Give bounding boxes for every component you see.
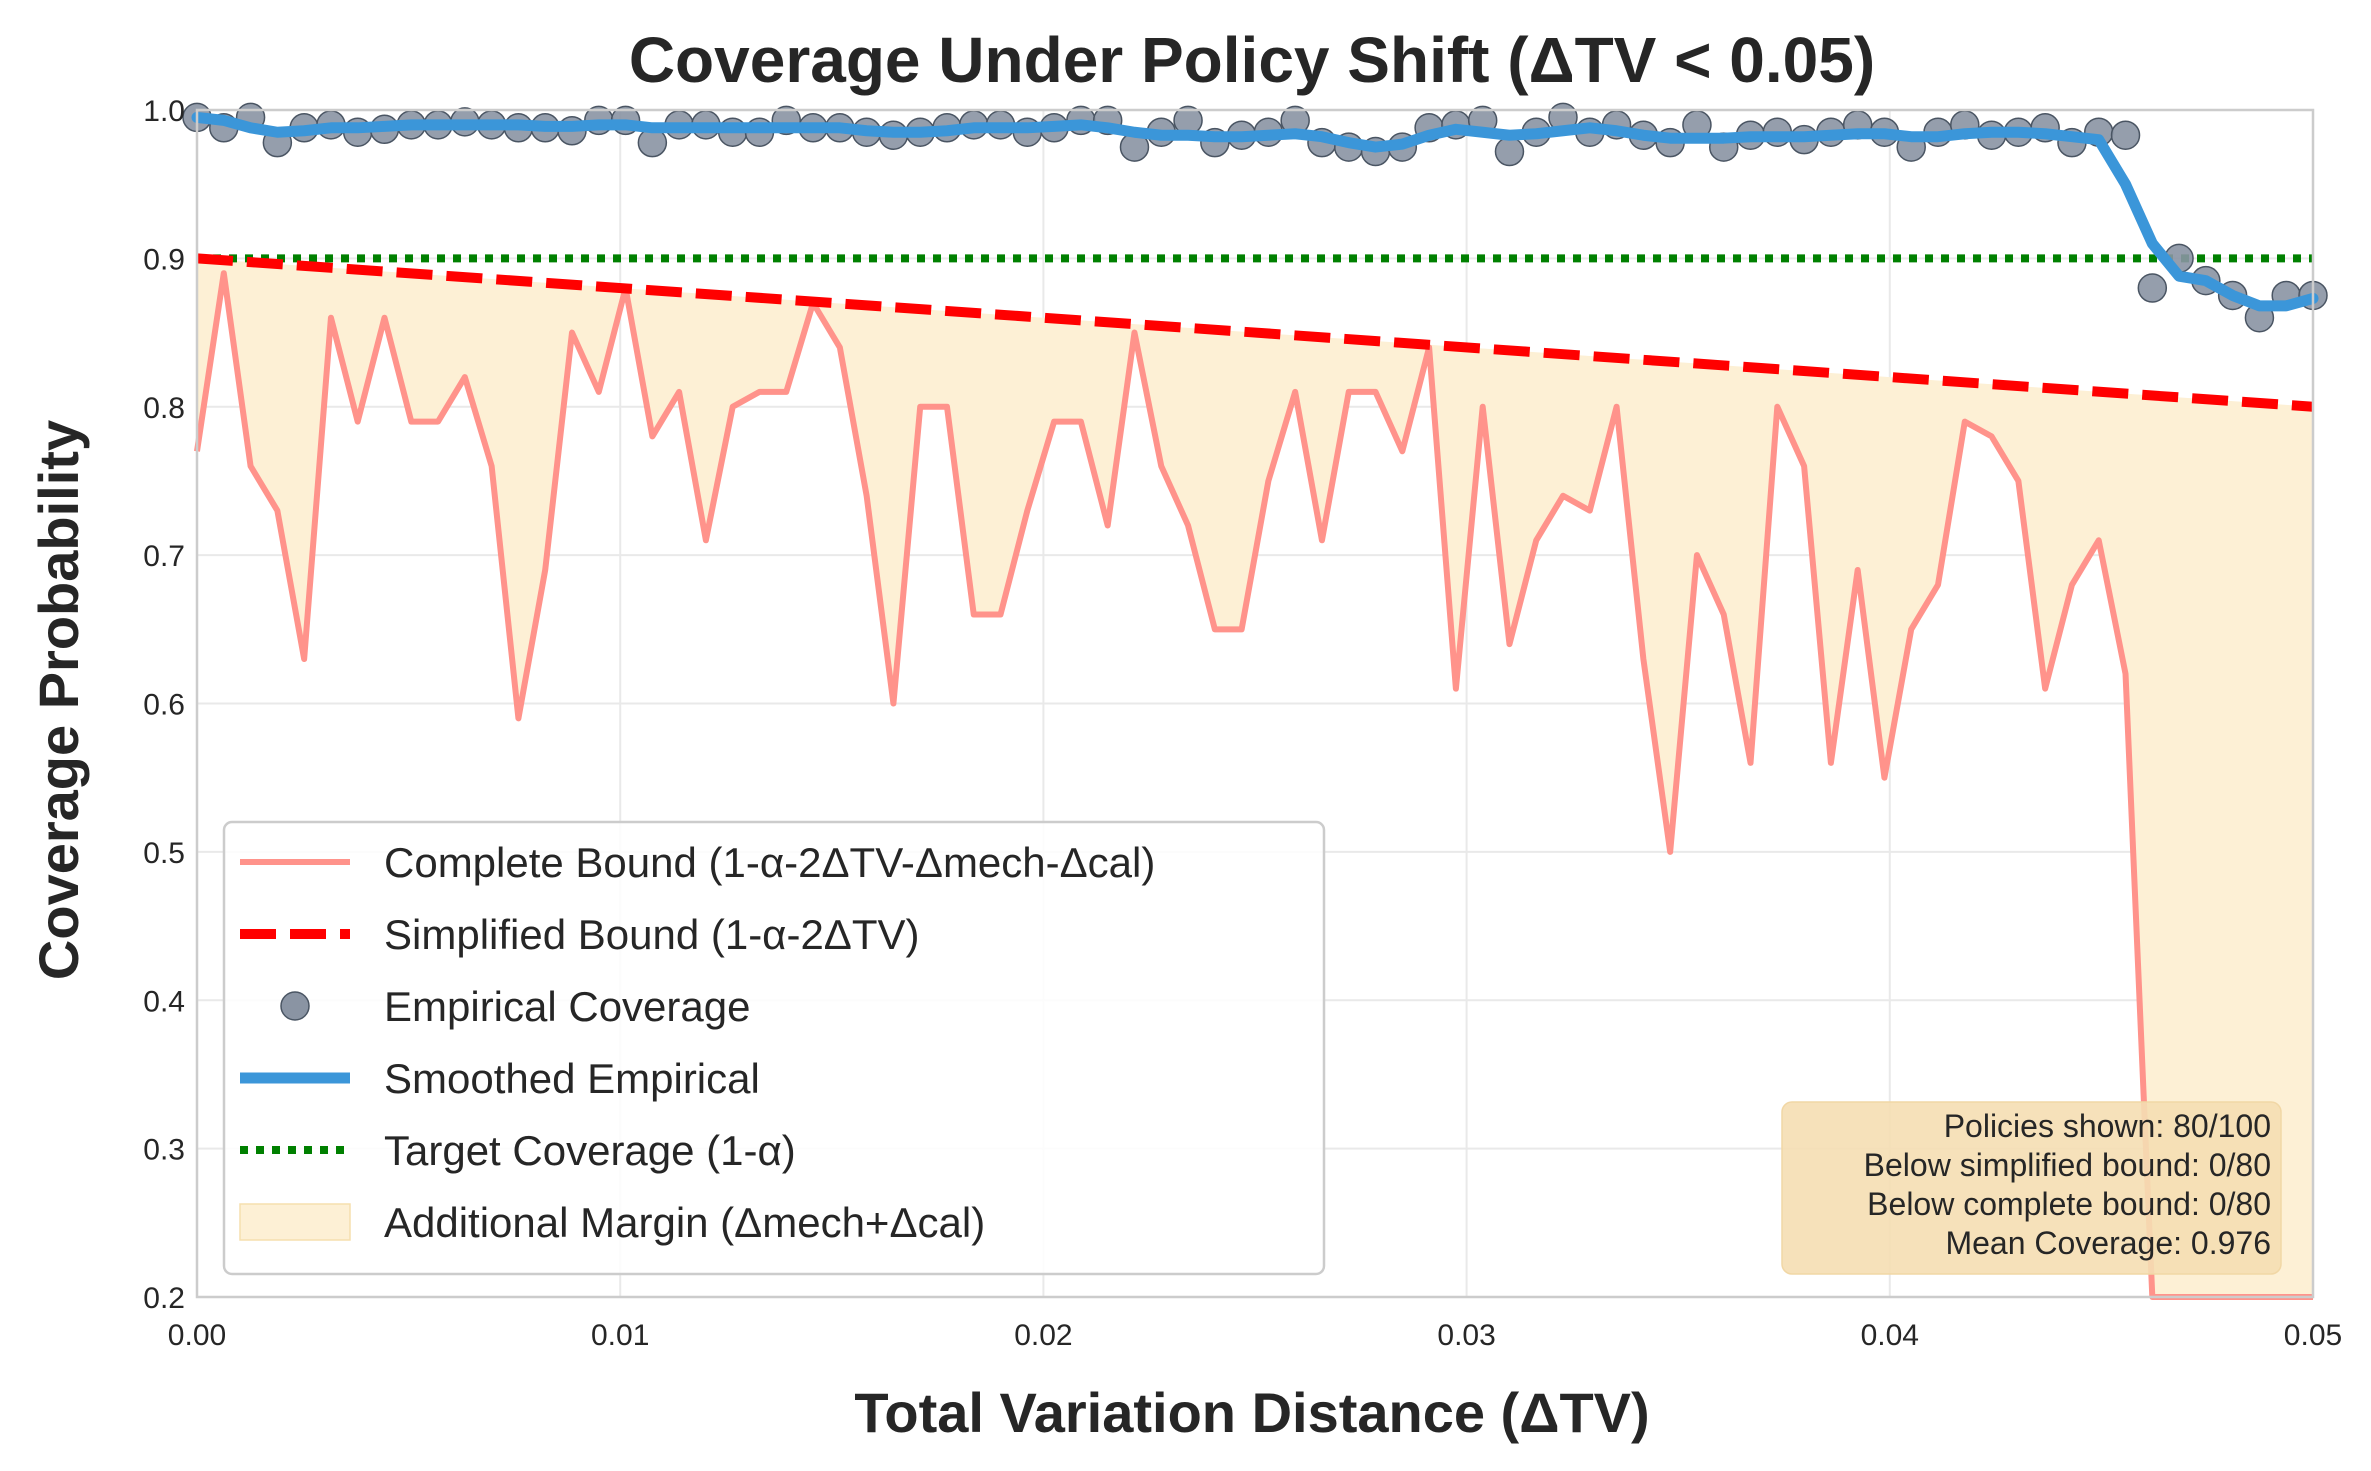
y-tick-label: 0.5: [143, 837, 185, 870]
empirical-point: [2137, 273, 2168, 303]
legend-key-empirical-coverage: [280, 991, 310, 1021]
empirical-point: [2110, 120, 2141, 150]
stats-box: [1781, 1101, 2282, 1275]
y-tick-label: 0.7: [143, 540, 185, 573]
simplified-bound-line: [196, 253, 2314, 412]
y-tick-label: 0.8: [143, 392, 185, 425]
y-tick-label: 0.9: [143, 243, 185, 276]
legend-key-additional-margin: [239, 1203, 351, 1241]
stats-line: Below simplified bound: 0/80: [1864, 1147, 2271, 1183]
chart-title: Coverage Under Policy Shift (ΔTV < 0.05): [629, 24, 1875, 96]
x-axis-title: Total Variation Distance (ΔTV): [854, 1381, 1649, 1444]
y-tick-label: 0.2: [143, 1282, 185, 1315]
x-tick-label: 0.05: [2284, 1319, 2342, 1352]
legend-label: Target Coverage (1-α): [384, 1127, 796, 1174]
x-tick-label: 0.03: [1437, 1319, 1495, 1352]
y-axis-title: Coverage Probability: [27, 420, 90, 980]
legend-box: [222, 820, 1326, 1276]
x-tick-label: 0.02: [1014, 1319, 1072, 1352]
additional-margin-fill: [197, 258, 2313, 1297]
legend: Complete Bound (1-α-2ΔTV-Δmech-Δcal) Simp…: [222, 820, 1326, 1276]
legend-label: Empirical Coverage: [384, 983, 750, 1030]
y-tick-label: 0.6: [143, 689, 185, 722]
smoothed-empirical-line: [191, 111, 2319, 312]
x-tick-label: 0.04: [1861, 1319, 1919, 1352]
legend-label: Simplified Bound (1-α-2ΔTV): [384, 911, 920, 958]
x-tick-label: 0.00: [168, 1319, 226, 1352]
empirical-point: [1494, 136, 1525, 167]
y-tick-label: 0.4: [143, 985, 185, 1018]
x-tick-label: 0.01: [591, 1319, 649, 1352]
y-tick-label: 1.0: [143, 95, 185, 128]
legend-label: Complete Bound (1-α-2ΔTV-Δmech-Δcal): [384, 839, 1155, 886]
stats-line: Policies shown: 80/100: [1944, 1108, 2271, 1144]
legend-label: Additional Margin (Δmech+Δcal): [384, 1199, 985, 1246]
complete-bound-line: [194, 270, 2313, 1300]
legend-label: Smoothed Empirical: [384, 1055, 760, 1102]
y-tick-label: 0.3: [143, 1134, 185, 1167]
stats-line: Below complete bound: 0/80: [1867, 1186, 2271, 1222]
plot-frame: [195, 108, 2315, 1299]
stats-line: Mean Coverage: 0.976: [1945, 1225, 2271, 1261]
